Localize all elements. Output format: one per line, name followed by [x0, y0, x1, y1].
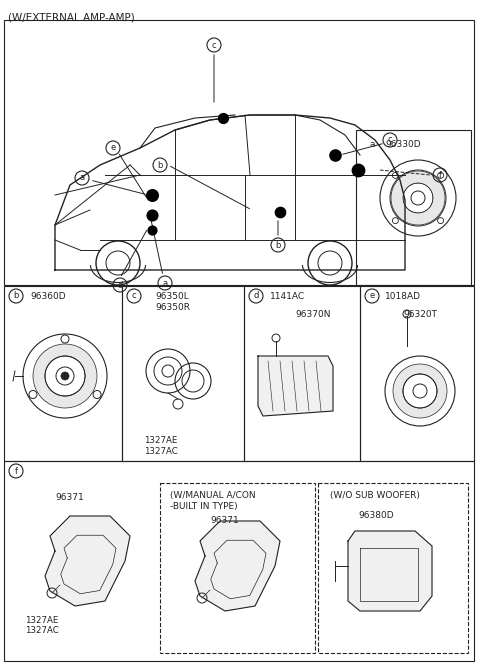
Text: a: a — [370, 140, 375, 149]
Text: 96350L: 96350L — [155, 292, 189, 301]
Text: d: d — [117, 280, 123, 289]
Text: b: b — [276, 240, 281, 250]
Text: f: f — [14, 466, 17, 476]
Bar — [4, 286, 122, 461]
Text: 96370N: 96370N — [295, 310, 331, 319]
Text: 96371: 96371 — [210, 516, 239, 525]
Text: 96380D: 96380D — [358, 511, 394, 520]
Bar — [360, 286, 474, 461]
Text: 96330D: 96330D — [385, 140, 420, 149]
Polygon shape — [195, 521, 280, 611]
Wedge shape — [391, 171, 445, 225]
Text: 96360D: 96360D — [30, 292, 66, 301]
Bar — [160, 483, 315, 653]
Bar — [4, 461, 474, 661]
Text: c: c — [212, 40, 216, 50]
Point — [219, 113, 227, 123]
Bar — [122, 286, 244, 461]
Text: -BUILT IN TYPE): -BUILT IN TYPE) — [170, 502, 238, 511]
Text: c: c — [132, 291, 136, 301]
Polygon shape — [258, 356, 333, 416]
Text: b: b — [157, 160, 163, 170]
Point — [148, 190, 156, 201]
Text: 96371: 96371 — [55, 493, 84, 502]
Text: d: d — [253, 291, 259, 301]
Bar — [244, 286, 360, 461]
Text: 1327AC: 1327AC — [144, 447, 178, 456]
Point — [148, 209, 156, 220]
Text: 96350R: 96350R — [155, 303, 190, 312]
Text: c: c — [388, 136, 392, 144]
Polygon shape — [348, 531, 432, 611]
Bar — [4, 20, 474, 285]
Wedge shape — [33, 344, 97, 408]
Wedge shape — [393, 364, 447, 418]
Point — [276, 207, 284, 217]
Circle shape — [61, 372, 69, 380]
Text: 1141AC: 1141AC — [270, 292, 305, 301]
Text: (W/O SUB WOOFER): (W/O SUB WOOFER) — [330, 491, 420, 500]
Text: 1327AE: 1327AE — [25, 616, 59, 625]
Bar — [356, 130, 471, 285]
Text: 1018AD: 1018AD — [385, 292, 421, 301]
Text: 96320T: 96320T — [403, 310, 437, 319]
Text: a: a — [162, 278, 168, 287]
Text: a: a — [79, 174, 84, 183]
Text: f: f — [439, 170, 442, 180]
Point — [331, 150, 339, 160]
Text: (W/EXTERNAL AMP-AMP): (W/EXTERNAL AMP-AMP) — [8, 12, 135, 22]
Bar — [318, 483, 468, 653]
Text: 1327AE: 1327AE — [144, 436, 178, 445]
Text: 1327AC: 1327AC — [25, 626, 59, 635]
Point — [354, 164, 362, 175]
Text: e: e — [110, 144, 116, 152]
Point — [148, 225, 156, 236]
Text: e: e — [370, 291, 374, 301]
Polygon shape — [45, 516, 130, 606]
Text: b: b — [13, 291, 19, 301]
Text: (W/MANUAL A/CON: (W/MANUAL A/CON — [170, 491, 256, 500]
